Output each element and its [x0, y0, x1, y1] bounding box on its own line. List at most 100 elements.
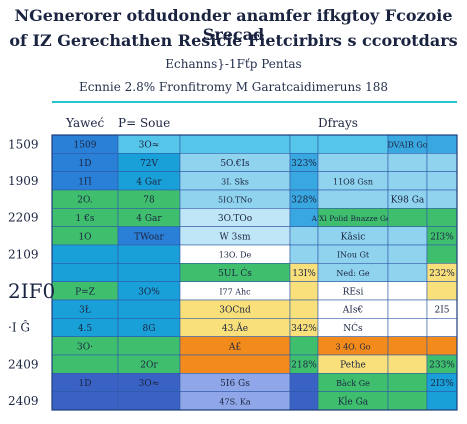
row-label: 2409	[8, 357, 39, 371]
table-cell	[179, 134, 291, 154]
cell-label: 72V	[140, 159, 158, 169]
cell-label: 3OCnd	[219, 306, 251, 316]
table-cell	[387, 263, 428, 282]
cell-label: 218%	[291, 361, 317, 371]
column-header-3: Dfrays	[318, 116, 358, 130]
table-cell	[387, 153, 428, 172]
cell-label: 3Ł	[79, 306, 91, 316]
cell-label: 3O%	[138, 287, 160, 297]
table-cell	[317, 153, 389, 172]
cell-label: 2Or	[140, 361, 158, 371]
table-cell	[387, 244, 428, 264]
table-cell	[387, 354, 428, 374]
cell-label: REsi	[343, 287, 364, 297]
table-cell	[426, 153, 458, 172]
cell-label: DVAIR Go	[387, 141, 427, 150]
column-header-1: Yaweć	[66, 116, 105, 130]
cell-label: A£	[228, 342, 241, 352]
chart-subtitle: of IZ Gerechathen Resicie Fietcirbirs s …	[9, 31, 458, 50]
table-cell	[387, 391, 428, 411]
table-cell	[117, 299, 181, 319]
row-label: 1909	[8, 174, 39, 188]
cell-label: 3O·	[77, 342, 93, 352]
row-label: 2109	[8, 247, 39, 261]
table-cell	[387, 226, 428, 246]
cell-label: 8G	[143, 324, 156, 334]
table-cell	[117, 391, 181, 411]
table-cell	[289, 391, 319, 411]
table-cell	[387, 281, 428, 301]
cell-label: 1509	[74, 141, 97, 151]
cell-label: 3I. Sks	[221, 177, 249, 186]
cell-label: 2I3%	[430, 379, 454, 389]
cell-label: 43.Ăe	[222, 322, 248, 334]
cell-label: AIs€	[342, 306, 363, 316]
table-cell	[387, 336, 428, 356]
cell-label: 5UL Ćs	[218, 267, 252, 279]
cell-label: 2I3%	[430, 232, 454, 242]
table-cell	[289, 373, 319, 392]
cell-label: NĆs	[343, 322, 363, 334]
table-cell	[426, 171, 458, 191]
table-cell	[117, 244, 181, 264]
table-cell	[426, 244, 458, 264]
table-cell	[426, 318, 458, 337]
table-cell	[387, 299, 428, 319]
cell-label: 3O≈	[139, 141, 160, 151]
cell-label: 1D	[79, 379, 92, 389]
row-label: 2409	[8, 394, 39, 408]
row-label: ·I Ĝ	[8, 319, 30, 335]
cell-label: 2I5	[434, 306, 449, 316]
cell-label: 1O	[78, 232, 91, 242]
cell-label: Kâsic	[341, 231, 366, 242]
cell-label: K98 Ga	[391, 196, 425, 206]
row-label: 2IF0	[8, 279, 55, 303]
cell-label: 232%	[429, 269, 455, 279]
cell-label: 13O. De	[219, 251, 252, 260]
table-cell	[426, 391, 458, 411]
cell-label: 3 4O. Go	[335, 342, 370, 351]
table-cell	[387, 373, 428, 392]
cell-label: 328%	[291, 196, 317, 206]
cell-label: 47S. Ka	[219, 397, 250, 406]
table-cell	[289, 299, 319, 319]
table-cell	[51, 354, 119, 374]
cell-label: Pethe	[340, 361, 366, 371]
cell-label: 323%	[291, 159, 317, 169]
table-cell	[426, 134, 458, 154]
table-cell	[317, 134, 389, 154]
cell-label: 5O.€Is	[220, 159, 250, 169]
table-cell	[317, 189, 389, 209]
cell-label: 1 €s	[76, 214, 95, 224]
cell-label: 3O.TOo	[218, 214, 252, 224]
cell-label: 5IO.TNo	[218, 196, 252, 205]
table-cell	[51, 244, 119, 264]
table-cell	[387, 318, 428, 337]
cell-label: 4.5	[78, 324, 93, 334]
cell-label: 342%	[291, 324, 317, 334]
table-cell	[117, 336, 181, 356]
table-cell	[426, 281, 458, 301]
table-cell	[51, 391, 119, 411]
header-rule	[52, 101, 457, 103]
table-cell	[387, 171, 428, 191]
table-cell	[289, 336, 319, 356]
table-cell	[289, 281, 319, 301]
cell-label: 11O8 Gsn	[333, 177, 373, 186]
cell-label: 5I6 Gs	[220, 379, 250, 389]
cell-label: 233%	[429, 361, 455, 371]
cell-label: 1Π	[78, 177, 92, 187]
table-cell	[117, 263, 181, 282]
cell-label: 78	[143, 196, 155, 206]
cell-label: W 3sm	[220, 232, 251, 242]
cell-label: INou Gt	[337, 251, 370, 260]
cell-label: 13I%	[292, 269, 316, 279]
cell-label: 2O.	[77, 196, 93, 206]
table-cell	[426, 189, 458, 209]
cell-label: 1D	[79, 159, 92, 169]
cell-label: Bàck Ge	[336, 379, 370, 388]
cell-label: P=Z	[75, 287, 95, 297]
cell-label: 3O≈	[139, 379, 160, 389]
cell-label: A'Xl Polid Bnazze Ges	[311, 214, 395, 223]
cell-label: TWoar	[134, 232, 164, 242]
